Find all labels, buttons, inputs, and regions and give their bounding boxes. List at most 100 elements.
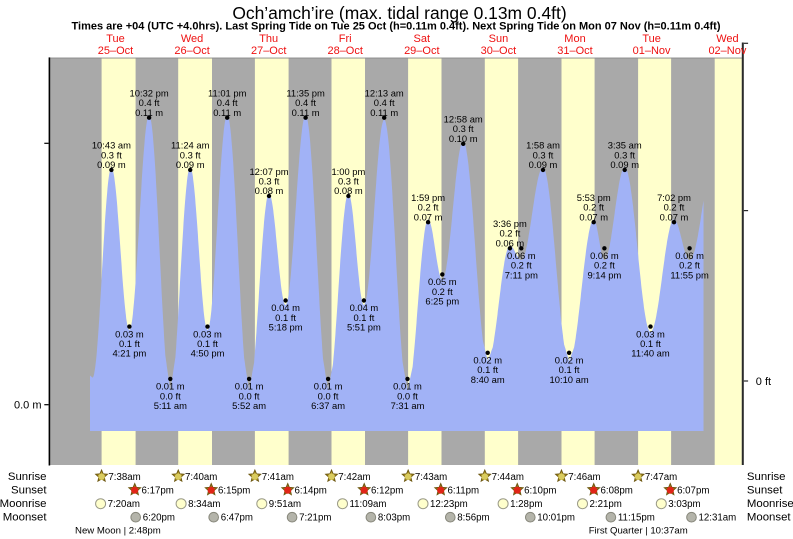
svg-text:0.09 m: 0.09 m — [529, 159, 558, 170]
svg-text:6:47pm: 6:47pm — [221, 512, 253, 523]
svg-text:0.0 m: 0.0 m — [14, 400, 42, 412]
svg-text:0.2 ft: 0.2 ft — [583, 202, 604, 213]
svg-text:0.3 ft: 0.3 ft — [259, 175, 280, 186]
svg-text:0.1 ft: 0.1 ft — [559, 364, 580, 375]
svg-text:6:12pm: 6:12pm — [371, 486, 403, 497]
svg-text:12:07 pm: 12:07 pm — [249, 166, 288, 177]
svg-text:11:55 pm: 11:55 pm — [670, 269, 709, 280]
svg-text:0.0 ft: 0.0 ft — [397, 390, 418, 401]
svg-text:11:09am: 11:09am — [350, 499, 387, 510]
svg-text:0.02 m: 0.02 m — [555, 355, 584, 366]
svg-text:12:58 am: 12:58 am — [444, 114, 483, 125]
svg-text:6:20pm: 6:20pm — [143, 512, 175, 523]
svg-text:7:20am: 7:20am — [108, 499, 140, 510]
svg-text:26–Oct: 26–Oct — [174, 45, 209, 57]
svg-text:0.4 ft: 0.4 ft — [217, 97, 238, 108]
svg-text:0.01 m: 0.01 m — [156, 381, 185, 392]
svg-text:31–Oct: 31–Oct — [557, 45, 592, 57]
svg-text:28–Oct: 28–Oct — [327, 45, 362, 57]
svg-text:0.4 ft: 0.4 ft — [139, 97, 160, 108]
svg-text:0.0 ft: 0.0 ft — [160, 390, 181, 401]
svg-text:1:28pm: 1:28pm — [510, 499, 542, 510]
svg-text:11:01 pm: 11:01 pm — [208, 88, 247, 99]
svg-text:11:15pm: 11:15pm — [618, 512, 655, 523]
svg-text:7:44am: 7:44am — [492, 472, 524, 483]
svg-text:Tue: Tue — [642, 33, 661, 45]
svg-text:10:01pm: 10:01pm — [537, 512, 575, 523]
svg-text:7:40am: 7:40am — [185, 472, 217, 483]
svg-text:7:38am: 7:38am — [108, 472, 140, 483]
svg-text:6:08pm: 6:08pm — [601, 486, 633, 497]
svg-text:0.1 ft: 0.1 ft — [477, 364, 498, 375]
svg-text:0.11 m: 0.11 m — [135, 107, 163, 118]
svg-text:0.2 ft: 0.2 ft — [432, 286, 453, 297]
svg-text:7:02 pm: 7:02 pm — [657, 192, 691, 203]
svg-text:4:50 pm: 4:50 pm — [191, 348, 225, 359]
svg-text:0.2 ft: 0.2 ft — [594, 260, 615, 271]
svg-text:11:40 am: 11:40 am — [631, 348, 670, 359]
svg-text:0.01 m: 0.01 m — [393, 381, 422, 392]
svg-text:0.3 ft: 0.3 ft — [180, 149, 201, 160]
svg-text:0.04 m: 0.04 m — [271, 302, 300, 313]
svg-text:6:17pm: 6:17pm — [142, 486, 174, 497]
svg-text:0.3 ft: 0.3 ft — [101, 149, 122, 160]
svg-text:0.2 ft: 0.2 ft — [511, 260, 532, 271]
svg-text:12:31am: 12:31am — [699, 512, 737, 523]
svg-text:9:51am: 9:51am — [269, 499, 301, 510]
svg-text:0.08 m: 0.08 m — [255, 185, 284, 196]
svg-text:0.06 m: 0.06 m — [496, 237, 525, 248]
svg-text:0.01 m: 0.01 m — [235, 381, 264, 392]
svg-text:5:52 am: 5:52 am — [232, 400, 266, 411]
svg-text:0.2 ft: 0.2 ft — [418, 202, 439, 213]
svg-text:Sunset: Sunset — [747, 485, 783, 497]
svg-text:Tue: Tue — [106, 33, 125, 45]
svg-text:6:37 am: 6:37 am — [311, 400, 345, 411]
svg-text:0.3 ft: 0.3 ft — [614, 149, 635, 160]
svg-text:Och’amch’ire (max. tidal range: Och’amch’ire (max. tidal range 0.13m 0.4… — [232, 3, 566, 23]
svg-text:Sat: Sat — [414, 33, 431, 45]
svg-text:6:11pm: 6:11pm — [448, 486, 480, 497]
svg-text:Times are +04 (UTC +4.0hrs). L: Times are +04 (UTC +4.0hrs). Last Spring… — [72, 21, 721, 33]
svg-text:10:10 am: 10:10 am — [550, 374, 589, 385]
svg-text:11:35 pm: 11:35 pm — [286, 88, 325, 99]
svg-text:0.3 ft: 0.3 ft — [338, 175, 359, 186]
svg-text:Sun: Sun — [489, 33, 509, 45]
svg-text:6:07pm: 6:07pm — [677, 486, 709, 497]
svg-text:0.2 ft: 0.2 ft — [679, 260, 700, 271]
svg-text:12:13 am: 12:13 am — [365, 88, 404, 99]
svg-text:0.4 ft: 0.4 ft — [374, 97, 395, 108]
svg-text:10:43 am: 10:43 am — [92, 140, 131, 151]
svg-text:7:43am: 7:43am — [415, 472, 447, 483]
svg-text:0.0 ft: 0.0 ft — [318, 390, 339, 401]
svg-text:0.11 m: 0.11 m — [292, 107, 320, 118]
svg-text:0.10 m: 0.10 m — [449, 133, 478, 144]
svg-text:11:24 am: 11:24 am — [171, 140, 210, 151]
svg-text:0.1 ft: 0.1 ft — [640, 338, 661, 349]
svg-text:0.06 m: 0.06 m — [507, 250, 536, 261]
svg-text:0.1 ft: 0.1 ft — [197, 338, 218, 349]
svg-text:First Quarter | 10:37am: First Quarter | 10:37am — [589, 525, 688, 536]
svg-text:8:56pm: 8:56pm — [457, 512, 489, 523]
svg-text:Wed: Wed — [716, 33, 738, 45]
svg-text:Thu: Thu — [259, 33, 278, 45]
svg-text:12:23pm: 12:23pm — [430, 499, 468, 510]
svg-text:0.0 ft: 0.0 ft — [239, 390, 260, 401]
svg-text:7:21pm: 7:21pm — [299, 512, 331, 523]
svg-text:8:03pm: 8:03pm — [378, 512, 410, 523]
svg-text:0.11 m: 0.11 m — [370, 107, 398, 118]
svg-text:7:47am: 7:47am — [645, 472, 677, 483]
svg-text:Wed: Wed — [181, 33, 203, 45]
svg-text:0.09 m: 0.09 m — [610, 159, 639, 170]
svg-text:4:21 pm: 4:21 pm — [112, 348, 146, 359]
svg-text:Moonset: Moonset — [3, 511, 48, 523]
svg-text:01–Nov: 01–Nov — [633, 45, 671, 57]
svg-text:Moonset: Moonset — [747, 511, 792, 523]
svg-text:0.3 ft: 0.3 ft — [453, 123, 474, 134]
svg-text:27–Oct: 27–Oct — [251, 45, 286, 57]
svg-text:0 ft: 0 ft — [756, 376, 771, 388]
svg-text:5:18 pm: 5:18 pm — [269, 322, 303, 333]
svg-text:02–Nov: 02–Nov — [708, 45, 746, 57]
svg-text:0.3 ft: 0.3 ft — [533, 149, 554, 160]
svg-text:0.03 m: 0.03 m — [193, 328, 222, 339]
svg-text:0.2 ft: 0.2 ft — [664, 202, 685, 213]
